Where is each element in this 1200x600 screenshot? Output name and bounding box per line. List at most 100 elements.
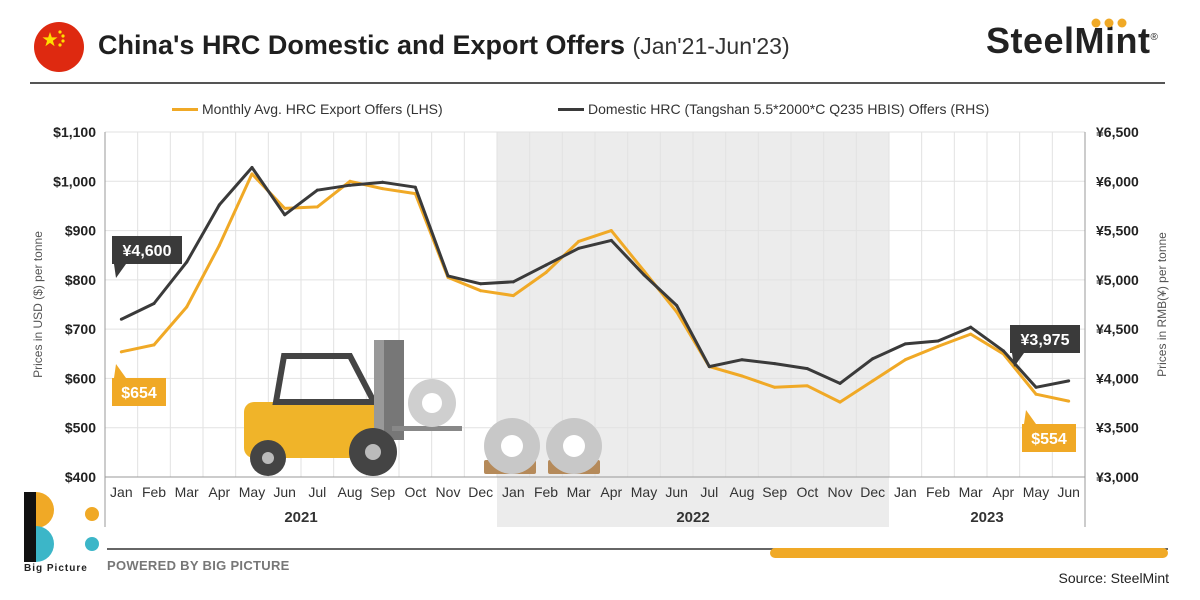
y-right-tick-label: ¥4,500 — [1096, 321, 1139, 337]
x-tick-label: May — [239, 484, 265, 500]
y-right-axis-title: Prices in RMB(¥) per tonne — [1155, 232, 1169, 377]
data-label-callout: $554 — [1022, 410, 1076, 452]
data-label-callout: ¥4,600 — [112, 236, 182, 278]
data-point-export — [315, 205, 319, 209]
data-point-export — [969, 332, 973, 336]
forklift-cab-icon — [272, 353, 379, 405]
china-flag-icon — [34, 22, 84, 72]
data-point-domestic — [250, 165, 254, 169]
x-tick-label: Jun — [665, 484, 688, 500]
y-right-tick-label: ¥6,000 — [1096, 173, 1139, 189]
header-divider — [30, 82, 1165, 84]
legend-swatch-domestic — [558, 107, 584, 111]
callout-box — [1022, 424, 1076, 452]
y-tick-label: $1,000 — [53, 173, 96, 189]
data-point-domestic — [119, 317, 123, 321]
data-point-export — [805, 384, 809, 388]
y-tick-label: $800 — [65, 272, 96, 288]
x-tick-label: Mar — [959, 484, 983, 500]
x-tick-label: Oct — [796, 484, 818, 500]
legend-item-domestic: Domestic HRC (Tangshan 5.5*2000*C Q235 H… — [558, 101, 989, 117]
x-tick-label: Mar — [175, 484, 199, 500]
legend-item-export: Monthly Avg. HRC Export Offers (LHS) — [172, 101, 443, 117]
data-point-domestic — [1067, 379, 1071, 383]
data-point-domestic — [544, 263, 548, 267]
series-line-export — [120, 172, 1070, 404]
big-picture-logo-text: Big Picture — [24, 563, 88, 574]
callout-box — [112, 378, 166, 406]
data-point-domestic — [936, 339, 940, 343]
data-point-domestic — [969, 325, 973, 329]
x-tick-label: Jan — [894, 484, 917, 500]
data-point-domestic — [185, 260, 189, 264]
page-title: China's HRC Domestic and Export Offers (… — [98, 30, 790, 61]
callout-box — [112, 236, 182, 264]
x-tick-label: Jun — [273, 484, 296, 500]
powered-by-text: POWERED BY BIG PICTURE — [107, 558, 290, 573]
year-label: 2021 — [284, 509, 317, 526]
data-point-export — [642, 269, 646, 273]
data-point-domestic — [1001, 349, 1005, 353]
data-point-export — [773, 385, 777, 389]
callout-pointer — [114, 264, 126, 278]
source-text: Source: SteelMint — [1058, 570, 1170, 586]
x-tick-label: Oct — [404, 484, 426, 500]
data-point-domestic — [773, 362, 777, 366]
data-point-export — [381, 187, 385, 191]
x-tick-label: Feb — [534, 484, 558, 500]
data-point-export — [283, 206, 287, 210]
data-point-domestic — [740, 358, 744, 362]
year-label: 2022 — [676, 509, 709, 526]
data-point-domestic — [511, 280, 515, 284]
callout-box — [1010, 325, 1080, 353]
y-right-tick-label: ¥4,000 — [1096, 370, 1139, 386]
callout-pointer — [1024, 410, 1036, 424]
y-tick-label: $500 — [65, 420, 96, 436]
x-tick-label: Jul — [700, 484, 718, 500]
data-point-export — [609, 229, 613, 233]
data-point-domestic — [903, 342, 907, 346]
data-point-domestic — [871, 357, 875, 361]
y-right-tick-label: ¥3,000 — [1096, 469, 1139, 485]
data-point-domestic — [217, 203, 221, 207]
data-point-export — [1067, 399, 1071, 403]
x-tick-label: Jun — [1057, 484, 1080, 500]
brand-dots-icon — [1090, 16, 1130, 34]
x-tick-label: Apr — [208, 484, 230, 500]
data-point-domestic — [479, 282, 483, 286]
y-right-tick-label: ¥6,500 — [1096, 124, 1139, 140]
x-tick-label: Mar — [567, 484, 591, 500]
x-tick-label: Nov — [436, 484, 461, 500]
data-point-export — [152, 343, 156, 347]
x-tick-label: Dec — [468, 484, 493, 500]
data-point-domestic — [381, 180, 385, 184]
data-point-domestic — [1034, 385, 1038, 389]
data-point-domestic — [413, 185, 417, 189]
x-tick-label: May — [631, 484, 657, 500]
data-point-export — [119, 350, 123, 354]
legend-swatch-export — [172, 107, 198, 111]
x-tick-label: Apr — [600, 484, 622, 500]
title-subtitle: (Jan'21-Jun'23) — [632, 33, 790, 59]
x-tick-label: Jan — [502, 484, 525, 500]
data-point-export — [577, 239, 581, 243]
callout-pointer — [1012, 353, 1024, 367]
y-right-tick-label: ¥5,000 — [1096, 272, 1139, 288]
y-tick-label: $400 — [65, 469, 96, 485]
data-point-domestic — [707, 365, 711, 369]
data-label-callout: $654 — [112, 364, 166, 406]
y-tick-label: $700 — [65, 321, 96, 337]
x-tick-label: Aug — [338, 484, 363, 500]
data-label: ¥4,600 — [123, 243, 172, 260]
x-tick-label: Aug — [730, 484, 755, 500]
data-point-domestic — [609, 238, 613, 242]
data-point-export — [903, 358, 907, 362]
data-point-export — [479, 289, 483, 293]
x-tick-label: Apr — [992, 484, 1014, 500]
legend-label-export: Monthly Avg. HRC Export Offers (LHS) — [202, 101, 443, 117]
legend-label-domestic: Domestic HRC (Tangshan 5.5*2000*C Q235 H… — [588, 101, 990, 117]
data-label-callout: ¥3,975 — [1010, 325, 1080, 367]
x-tick-label: May — [1023, 484, 1049, 500]
y-right-tick-label: ¥5,500 — [1096, 223, 1139, 239]
data-point-export — [740, 374, 744, 378]
